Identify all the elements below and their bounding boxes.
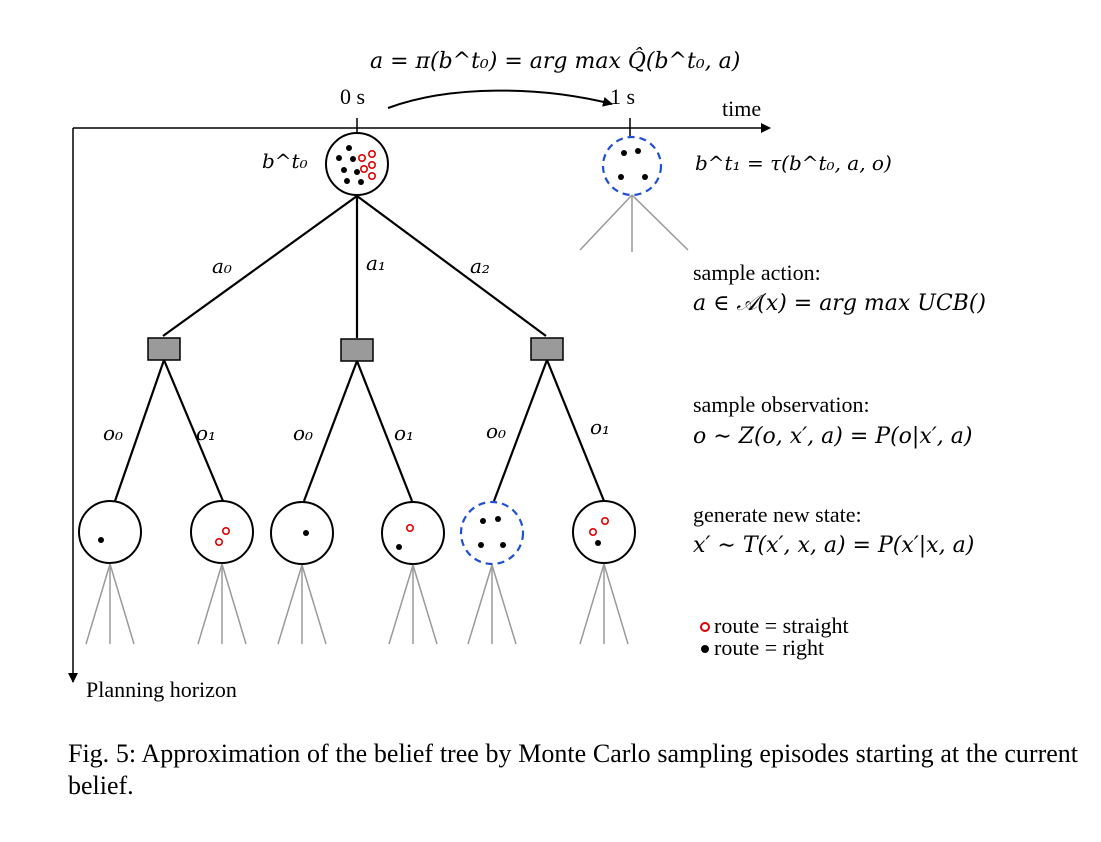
policy-formula: a = π(b^t₀) = arg max Q̂(b^t₀, a) bbox=[370, 48, 740, 74]
action-edge-0 bbox=[162, 195, 358, 337]
state-node-4 bbox=[381, 501, 445, 565]
action-edge-2 bbox=[356, 195, 547, 337]
action-node-2 bbox=[530, 337, 564, 361]
annotation-observation-heading: sample observation: bbox=[693, 392, 870, 417]
action-label-2: a₂ bbox=[470, 254, 490, 278]
time-axis-label: time bbox=[722, 96, 761, 121]
annotation-action-formula: a ∈ 𝒜(x) = arg max UCB() bbox=[693, 291, 986, 316]
action-label-0: a₀ bbox=[212, 254, 232, 278]
root-belief-label: b^t₀ bbox=[262, 149, 308, 173]
time-marker-1s: 1 s bbox=[610, 84, 635, 109]
legend-right-label: route = right bbox=[714, 635, 824, 660]
annotation-action-heading: sample action: bbox=[693, 260, 821, 285]
state-node-2 bbox=[190, 500, 254, 564]
next-belief-label: b^t₁ = τ(b^t₀, a, o) bbox=[695, 151, 892, 175]
state-node-3 bbox=[270, 501, 334, 565]
obs-label-1: o₁ bbox=[196, 421, 216, 445]
state-node-1 bbox=[78, 500, 142, 564]
annotation-state-heading: generate new state: bbox=[693, 502, 862, 527]
next-belief-node bbox=[579, 135, 689, 252]
obs-edge-5 bbox=[545, 359, 606, 502]
obs-label-5: o₁ bbox=[590, 415, 610, 439]
obs-label-3: o₁ bbox=[394, 421, 414, 445]
action-label-1: a₁ bbox=[366, 251, 386, 275]
transition-arrow bbox=[387, 89, 613, 109]
annotation-state-formula: x′ ∼ T(x′, x, a) = P(x′|x, a) bbox=[693, 533, 974, 558]
action-node-1 bbox=[340, 338, 374, 362]
state-node-6 bbox=[572, 500, 636, 564]
obs-edge-0 bbox=[113, 359, 166, 502]
obs-edge-3 bbox=[355, 360, 414, 502]
legend-right-icon bbox=[701, 645, 709, 653]
legend-straight-icon bbox=[700, 622, 710, 632]
action-node-0 bbox=[147, 337, 181, 361]
obs-label-4: o₀ bbox=[486, 419, 506, 443]
planning-horizon-label: Planning horizon bbox=[86, 677, 237, 702]
legend-straight-label: route = straight bbox=[714, 613, 849, 638]
caption-box: Fig. 5: Approximation of the belief tree… bbox=[68, 739, 1078, 800]
obs-edge-2 bbox=[302, 360, 359, 502]
figure-caption: Fig. 5: Approximation of the belief tree… bbox=[68, 739, 1078, 800]
descendant-fans bbox=[85, 563, 629, 645]
annotation-observation-formula: o ∼ Z(o, x′, a) = P(o|x′, a) bbox=[693, 424, 972, 449]
root-belief-node bbox=[325, 132, 389, 196]
obs-edge-1 bbox=[162, 359, 225, 502]
obs-label-2: o₀ bbox=[293, 421, 313, 445]
obs-label-0: o₀ bbox=[103, 421, 123, 445]
state-node-5-highlighted bbox=[459, 500, 525, 566]
time-marker-0s: 0 s bbox=[340, 84, 365, 109]
obs-edge-4 bbox=[492, 359, 549, 502]
